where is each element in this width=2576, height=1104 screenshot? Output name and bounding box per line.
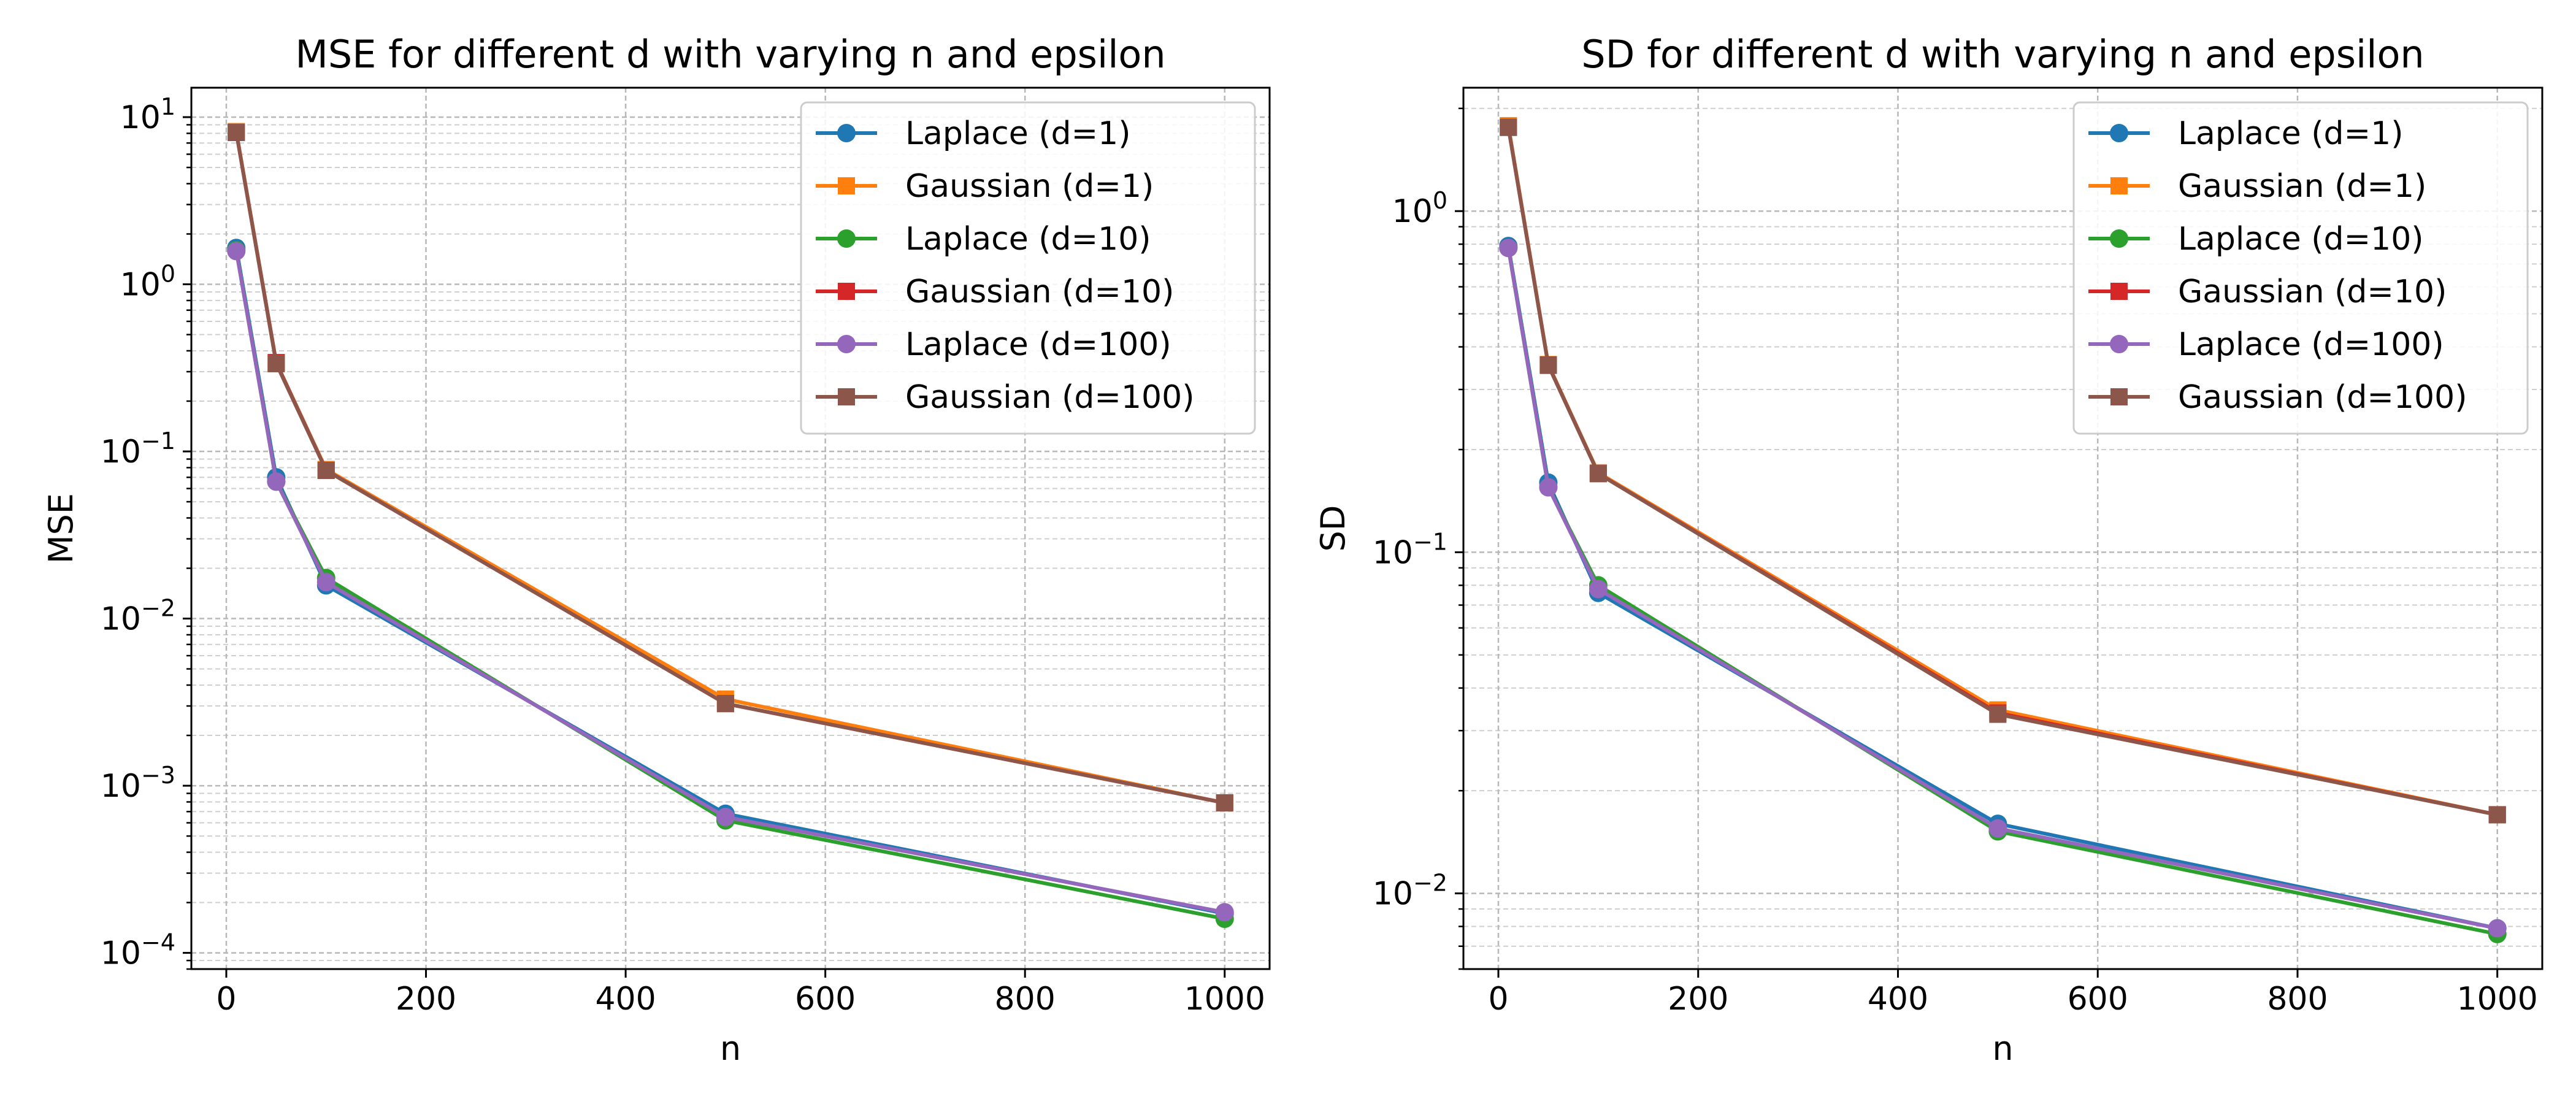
mse-chart-title: MSE for different d with varying n and e…	[295, 32, 1165, 77]
sd-panel: 0 200 400 600 800 1000 10−2 10−1 100 SD for diffe…	[1314, 32, 2542, 1068]
mse-circle-marker	[716, 808, 735, 826]
sd-x-tick-label: 600	[2068, 981, 2128, 1018]
mse-legend-label: Gaussian (d=10)	[905, 274, 1174, 310]
mse-circle-marker	[317, 573, 335, 591]
sd-x-tick-label: 1000	[2457, 981, 2538, 1018]
sd-square-marker	[1590, 465, 1607, 482]
mse-y-tick-label: 10−2	[101, 595, 175, 638]
sd-x-tick-label: 200	[1668, 981, 1728, 1018]
mse-y-axis-label: MSE	[42, 493, 80, 564]
mse-legend-circle-marker	[837, 229, 856, 248]
sd-square-marker	[2489, 806, 2506, 823]
sd-legend-label: Laplace (d=100)	[2178, 326, 2444, 363]
sd-circle-marker	[1589, 580, 1608, 598]
sd-x-tick-label: 0	[1488, 981, 1508, 1018]
mse-square-marker	[717, 695, 734, 712]
sd-square-marker	[1989, 706, 2006, 723]
mse-legend-label: Laplace (d=100)	[905, 326, 1171, 363]
mse-panel: 0 200 400 600 800 1000 10−4 10−3 10−2 10−1 100 101 M…	[42, 32, 1270, 1068]
sd-legend-circle-marker	[2110, 335, 2128, 353]
sd-legend-label: Laplace (d=1)	[2178, 115, 2404, 152]
sd-legend-circle-marker	[2110, 229, 2128, 248]
mse-square-marker	[318, 462, 335, 479]
mse-legend-circle-marker	[837, 335, 856, 353]
mse-x-tick-label: 0	[216, 981, 236, 1018]
sd-y-tick-label: 10−1	[1373, 528, 1447, 571]
mse-x-tick-label: 600	[795, 981, 856, 1018]
sd-y-axis-label: SD	[1314, 505, 1352, 552]
mse-legend-label: Laplace (d=1)	[905, 115, 1131, 152]
sd-legend: Laplace (d=1) Gaussian (d=1) Laplace (d=10…	[2074, 102, 2528, 434]
sd-x-axis-label: n	[1992, 1029, 2013, 1068]
mse-x-axis-label: n	[720, 1029, 741, 1068]
sd-square-marker	[1500, 119, 1517, 136]
sd-circle-marker	[2488, 919, 2507, 938]
sd-legend-square-marker	[2110, 283, 2128, 300]
sd-y-tick-label: 100	[1392, 187, 1447, 230]
mse-circle-marker	[1216, 903, 1234, 921]
mse-legend-square-marker	[838, 283, 855, 300]
mse-square-marker	[267, 355, 285, 372]
sd-legend-label: Laplace (d=10)	[2178, 221, 2424, 258]
mse-legend-circle-marker	[837, 124, 856, 142]
mse-legend-label: Gaussian (d=100)	[905, 379, 1195, 416]
mse-circle-marker	[227, 242, 245, 260]
sd-circle-marker	[1539, 478, 1557, 497]
mse-y-tick-label: 100	[120, 261, 175, 304]
sd-y-tick-label: 10−2	[1373, 870, 1447, 913]
sd-chart-title: SD for different d with varying n and ep…	[1581, 32, 2424, 77]
mse-legend-square-marker	[838, 388, 855, 405]
sd-x-tick-label: 400	[1868, 981, 1928, 1018]
mse-y-tick-label: 101	[120, 93, 175, 136]
mse-legend-label: Laplace (d=10)	[905, 221, 1151, 258]
mse-x-tick-label: 400	[595, 981, 656, 1018]
mse-x-tick-label: 1000	[1184, 981, 1265, 1018]
mse-legend-label: Gaussian (d=1)	[905, 168, 1154, 205]
sd-circle-marker	[1499, 239, 1517, 257]
mse-square-marker	[1216, 794, 1233, 811]
mse-x-tick-label: 800	[995, 981, 1056, 1018]
mse-y-tick-label: 10−3	[101, 762, 175, 805]
mse-legend-square-marker	[838, 177, 855, 194]
mse-y-tick-label: 10−1	[101, 427, 175, 470]
sd-legend-label: Gaussian (d=1)	[2178, 168, 2426, 205]
sd-legend-circle-marker	[2110, 124, 2128, 142]
mse-circle-marker	[267, 472, 285, 491]
sd-legend-label: Gaussian (d=10)	[2178, 274, 2447, 310]
mse-y-tick-label: 10−4	[101, 929, 175, 972]
sd-x-tick-label: 800	[2267, 981, 2328, 1018]
sd-circle-marker	[1988, 819, 2007, 838]
mse-x-tick-label: 200	[396, 981, 456, 1018]
mse-square-marker	[228, 124, 245, 141]
sd-legend-label: Gaussian (d=100)	[2178, 379, 2467, 416]
mse-legend: Laplace (d=1) Gaussian (d=1) Laplace (d=10…	[801, 102, 1255, 434]
sd-square-marker	[1539, 357, 1557, 374]
sd-legend-square-marker	[2110, 388, 2128, 405]
sd-legend-square-marker	[2110, 177, 2128, 194]
